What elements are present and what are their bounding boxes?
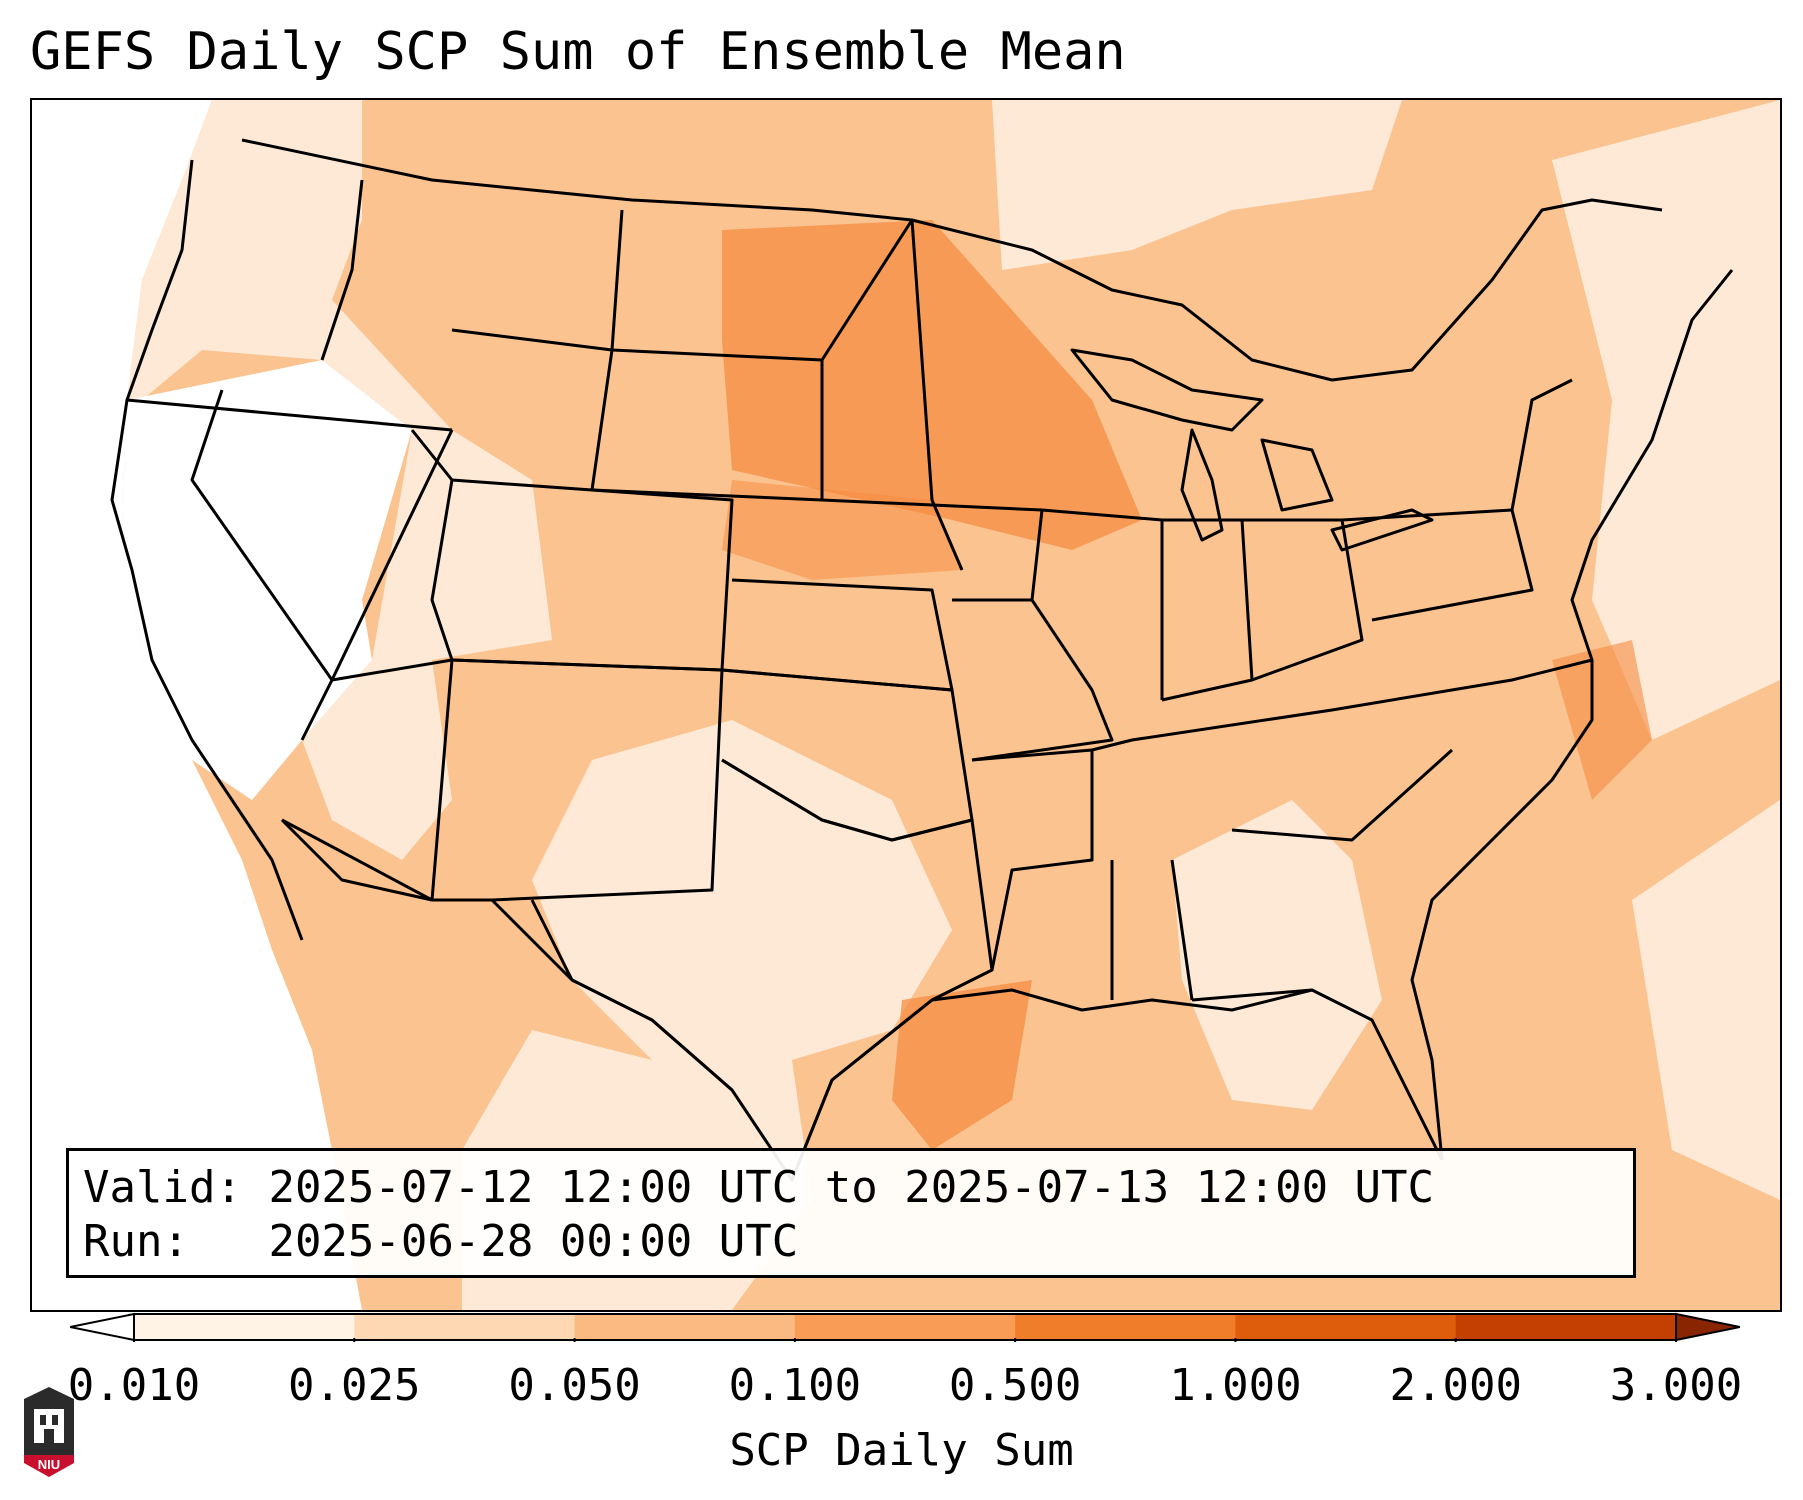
colorbar-tick-label: 0.050 bbox=[508, 1360, 641, 1411]
map-svg bbox=[32, 100, 1780, 1310]
logo-banner bbox=[24, 1455, 74, 1477]
map-panel bbox=[30, 98, 1782, 1312]
run-label: Run: bbox=[83, 1216, 189, 1267]
gulf-coast-strong bbox=[892, 980, 1032, 1150]
border-mt-nd bbox=[610, 209, 624, 351]
border-ar-la bbox=[971, 748, 1094, 971]
valid-value: 2025-07-12 12:00 UTC to 2025-07-13 12:00… bbox=[268, 1162, 1435, 1213]
pacific-coast bbox=[110, 159, 304, 941]
valid-row: Valid: 2025-07-12 12:00 UTC to 2025-07-1… bbox=[83, 1161, 1619, 1215]
colorbar-segment bbox=[1235, 1314, 1457, 1340]
atlantic-north-light bbox=[1552, 100, 1780, 740]
colorbar-under-arrow bbox=[70, 1312, 135, 1342]
atlantic-coast bbox=[1410, 269, 1734, 1161]
ontario-light bbox=[992, 100, 1402, 270]
border-ca-nv bbox=[190, 389, 334, 741]
colorbar-segment bbox=[134, 1314, 355, 1340]
border-wa-id bbox=[320, 179, 364, 361]
state-boundaries bbox=[110, 138, 1734, 1182]
colorbar-segment bbox=[794, 1314, 1016, 1340]
colorbar-label: SCP Daily Sum bbox=[729, 1425, 1074, 1476]
colorbar-segment bbox=[354, 1314, 576, 1340]
mexico-border bbox=[281, 818, 733, 1092]
gulf-coast bbox=[790, 988, 1444, 1181]
colorbar-tick-label: 3.000 bbox=[1609, 1360, 1743, 1411]
validity-info-box: Valid: 2025-07-12 12:00 UTC to 2025-07-1… bbox=[66, 1148, 1636, 1278]
border-sc bbox=[1231, 748, 1454, 842]
border-mn-wi bbox=[910, 219, 964, 571]
pacific-northwest-light bbox=[127, 100, 362, 400]
colorbar-tick-label: 0.025 bbox=[288, 1360, 421, 1411]
colorbar-outline bbox=[133, 1313, 1677, 1341]
great-basin-light bbox=[322, 300, 552, 660]
colorbar-tick-label: 2.000 bbox=[1389, 1360, 1522, 1411]
colorbar-tick-label: 0.100 bbox=[728, 1360, 862, 1411]
canada-border bbox=[241, 138, 1663, 382]
logo-text: NIU bbox=[38, 1457, 60, 1472]
northern-plains-strong bbox=[722, 220, 1142, 550]
valid-label: Valid: bbox=[83, 1162, 242, 1213]
colorbar-tick-label: 1.000 bbox=[1169, 1360, 1302, 1411]
colorbar-over-arrow bbox=[1675, 1312, 1740, 1342]
carolina-coast-strong bbox=[1552, 640, 1652, 800]
atlantic-south-light bbox=[1632, 800, 1780, 1200]
colorbar-segment bbox=[574, 1314, 796, 1340]
border-mo bbox=[952, 598, 1114, 762]
colorbar-tick-label: 0.500 bbox=[948, 1360, 1082, 1411]
texas-light bbox=[532, 720, 952, 1060]
border-ny bbox=[1510, 378, 1573, 511]
border-nv-ut bbox=[330, 429, 454, 681]
southwest-light bbox=[302, 660, 452, 860]
colorbar bbox=[70, 1312, 1740, 1342]
border-or-ca bbox=[126, 398, 453, 432]
colorbar-tick-label: 0.010 bbox=[67, 1360, 201, 1411]
niu-castle-icon: NIU bbox=[24, 1387, 74, 1477]
run-row: Run: 2025-06-28 00:00 UTC bbox=[83, 1215, 1619, 1269]
southeast-light bbox=[1172, 800, 1382, 1110]
border-ms-al-ga bbox=[1110, 859, 1313, 1002]
lake-superior bbox=[1070, 348, 1264, 432]
page-title: GEFS Daily SCP Sum of Ensemble Mean bbox=[30, 22, 1126, 82]
pacific-region bbox=[32, 100, 362, 1310]
border-oh bbox=[1242, 518, 1364, 682]
border-tn-nc bbox=[1091, 658, 1593, 752]
colorbar-segment bbox=[1455, 1314, 1677, 1340]
run-value: 2025-06-28 00:00 UTC bbox=[268, 1216, 799, 1267]
lake-huron bbox=[1260, 438, 1334, 512]
colorbar-segment bbox=[1015, 1314, 1236, 1340]
border-pa bbox=[1341, 508, 1534, 622]
border-in bbox=[1161, 518, 1254, 702]
lake-erie bbox=[1330, 508, 1434, 552]
lake-michigan bbox=[1180, 428, 1224, 542]
